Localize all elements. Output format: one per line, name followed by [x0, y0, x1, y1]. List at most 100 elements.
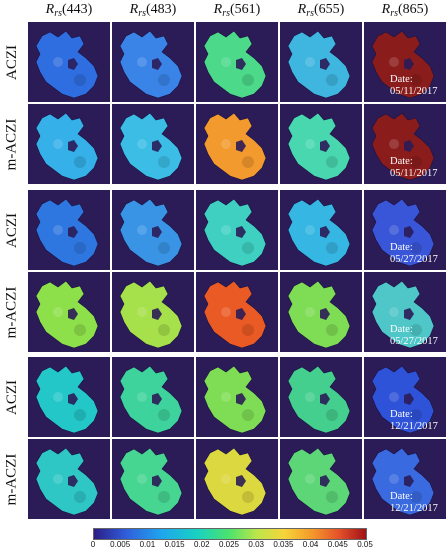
date-value: 05/27/2017 — [390, 254, 438, 265]
col-header-subscript: rs — [222, 8, 231, 19]
lake-map-image — [112, 439, 194, 519]
date-label: Date: — [390, 324, 413, 335]
col-header-symbol: R — [297, 2, 307, 17]
col-header-wavelength: (561) — [230, 2, 261, 17]
lake-map-image — [28, 439, 110, 519]
reflectance-map-panel — [280, 190, 362, 270]
reflectance-map-panel — [112, 439, 194, 519]
reflectance-map-panel — [112, 190, 194, 270]
colorbar-tick-label: 0.02 — [194, 540, 210, 549]
col-header-subscript: rs — [54, 8, 63, 19]
reflectance-map-panel: Date: 05/11/2017 — [364, 22, 446, 102]
col-header-subscript: rs — [138, 8, 147, 19]
lake-map-image — [280, 439, 362, 519]
lake-map-image — [196, 22, 278, 102]
col-header-wavelength: (865) — [398, 2, 429, 17]
reflectance-map-panel — [112, 22, 194, 102]
colorbar-tick-label: 0.01 — [139, 540, 156, 549]
reflectance-map-panel: Date: 05/27/2017 — [364, 272, 446, 352]
date-annotation: Date: 05/27/2017 — [390, 324, 438, 348]
date-label: Date: — [390, 242, 413, 253]
colorbar-tick-label: 0.04 — [302, 540, 319, 549]
reflectance-map-panel — [28, 357, 110, 437]
lake-map-image — [196, 272, 278, 352]
col-header-subscript: rs — [390, 8, 399, 19]
reflectance-map-panel — [28, 22, 110, 102]
reflectance-map-panel — [196, 357, 278, 437]
reflectance-map-panel — [112, 104, 194, 184]
lake-map-image — [112, 104, 194, 184]
lake-map-image — [196, 104, 278, 184]
lake-map-image — [364, 104, 446, 184]
col-header-1: Rrs(443) — [28, 2, 110, 19]
lake-map-image — [112, 190, 194, 270]
col-header-wavelength: (483) — [146, 2, 177, 17]
reflectance-map-panel — [28, 190, 110, 270]
date-annotation: Date: 12/21/2017 — [390, 491, 438, 515]
lake-map-image — [196, 439, 278, 519]
date-annotation: Date: 05/27/2017 — [390, 242, 438, 266]
colorbar-tick-label: 0.005 — [110, 540, 131, 549]
colorbar-tick-label: 0.035 — [273, 540, 294, 549]
reflectance-map-panel — [28, 439, 110, 519]
lake-map-image — [28, 22, 110, 102]
lake-map-image — [28, 104, 110, 184]
row-label-1: ACZI — [3, 44, 20, 80]
lake-map-image — [364, 357, 446, 437]
date-label: Date: — [390, 74, 413, 85]
lake-map-image — [112, 357, 194, 437]
lake-map-image — [364, 190, 446, 270]
lake-map-image — [112, 22, 194, 102]
lake-map-image — [280, 357, 362, 437]
lake-map-image — [28, 357, 110, 437]
lake-map-image — [364, 22, 446, 102]
lake-map-image — [364, 439, 446, 519]
lake-map-image — [364, 272, 446, 352]
col-header-4: Rrs(655) — [280, 2, 362, 19]
date-value: 12/21/2017 — [390, 421, 438, 432]
colorbar-tick-label: 0.03 — [248, 540, 264, 549]
reflectance-map-panel — [280, 104, 362, 184]
row-label-2: m-ACZI — [3, 118, 20, 170]
col-header-symbol: R — [45, 2, 55, 17]
row-label-6: m-ACZI — [3, 453, 20, 505]
colorbar-tick-label: 0.015 — [164, 540, 185, 549]
lake-map-image — [280, 190, 362, 270]
date-annotation: Date: 05/11/2017 — [390, 74, 437, 98]
col-header-wavelength: (655) — [314, 2, 345, 17]
date-label: Date: — [390, 491, 413, 502]
reflectance-map-panel: Date: 12/21/2017 — [364, 439, 446, 519]
reflectance-map-panel: Date: 05/27/2017 — [364, 190, 446, 270]
col-header-symbol: R — [381, 2, 391, 17]
reflectance-map-panel — [112, 272, 194, 352]
lake-map-image — [28, 272, 110, 352]
reflectance-map-panel — [196, 272, 278, 352]
reflectance-map-panel — [280, 357, 362, 437]
reflectance-map-panel — [196, 104, 278, 184]
lake-map-image — [280, 272, 362, 352]
col-header-symbol: R — [213, 2, 223, 17]
col-header-subscript: rs — [306, 8, 315, 19]
reflectance-map-panel — [196, 190, 278, 270]
reflectance-map-panel — [280, 272, 362, 352]
colorbar-tick-label: 0.025 — [218, 540, 240, 549]
lake-map-image — [112, 272, 194, 352]
reflectance-map-panel — [280, 439, 362, 519]
lake-map-image — [196, 190, 278, 270]
row-label-3: ACZI — [3, 212, 20, 248]
colorbar-tick-label: 0 — [90, 540, 96, 549]
lake-map-image — [28, 190, 110, 270]
col-header-3: Rrs(561) — [196, 2, 278, 19]
col-header-symbol: R — [129, 2, 139, 17]
date-value: 05/11/2017 — [390, 168, 438, 179]
date-label: Date: — [390, 156, 413, 167]
date-value: 05/27/2017 — [390, 336, 438, 347]
col-header-wavelength: (443) — [62, 2, 93, 17]
lake-map-image — [280, 104, 362, 184]
reflectance-map-panel: Date: 12/21/2017 — [364, 357, 446, 437]
lake-map-image — [280, 22, 362, 102]
date-annotation: Date: 12/21/2017 — [390, 409, 438, 433]
row-label-5: ACZI — [3, 379, 20, 415]
col-header-2: Rrs(483) — [112, 2, 194, 19]
colorbar — [93, 528, 367, 540]
